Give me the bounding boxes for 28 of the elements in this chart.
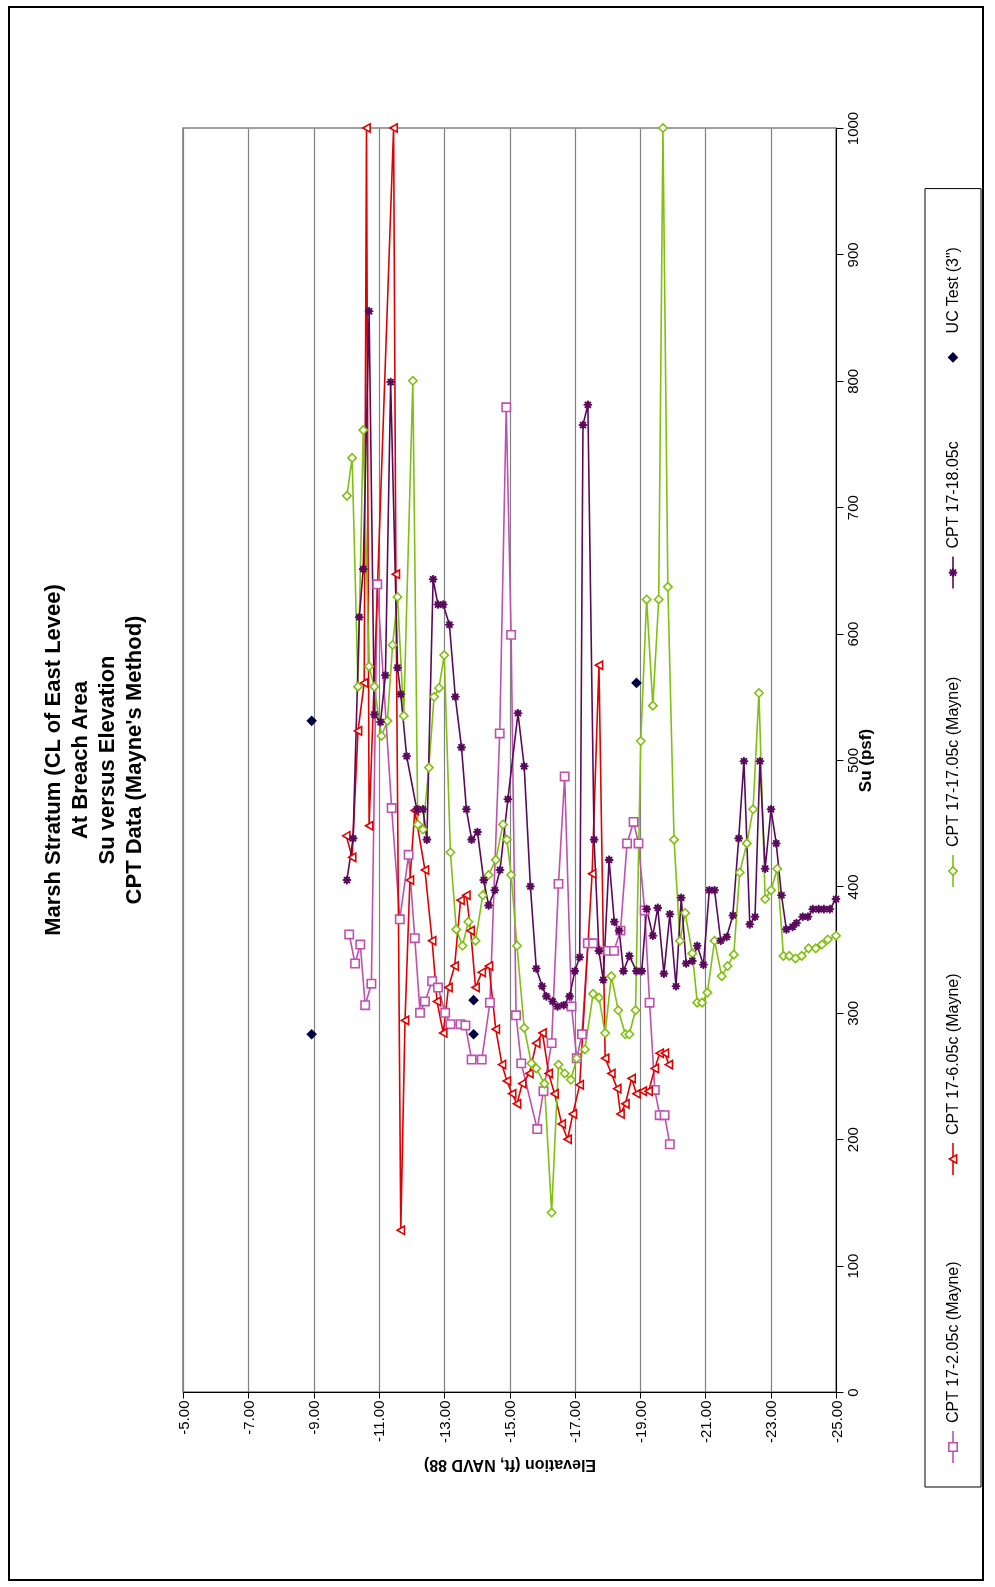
y-tick-label: 0	[843, 1388, 861, 1397]
x-tick-label: -25.00	[827, 1400, 845, 1444]
y-tick-label: 600	[843, 621, 861, 647]
y-tick-label: 400	[843, 874, 861, 900]
y-tick-label: 300	[843, 1000, 861, 1026]
x-axis-title: Elevation (ft, NAVD 88)	[423, 1457, 597, 1475]
x-tick-label: -11.00	[370, 1400, 388, 1442]
y-tick-label: 100	[843, 1253, 861, 1279]
y-tick-label: 1000	[843, 111, 861, 146]
y-tick-label: 200	[843, 1127, 861, 1153]
x-tick-label: -19.00	[631, 1400, 649, 1444]
text: CPT 17-18.05c	[944, 441, 961, 549]
x-tick-label: -23.00	[762, 1400, 780, 1444]
y-tick-label: 700	[843, 495, 861, 521]
x-tick-label: -17.00	[566, 1400, 584, 1444]
text: CPT 17-2.05c (Mayne)	[944, 1261, 961, 1423]
x-tick-label: -13.00	[435, 1400, 453, 1444]
x-tick-label: -9.00	[305, 1400, 323, 1435]
y-tick-label: 800	[843, 368, 861, 394]
text: CPT 17-6.05c (Mayne)	[944, 973, 961, 1135]
x-tick-label: -7.00	[239, 1400, 257, 1435]
text: UC Test (3")	[944, 247, 961, 334]
y-tick-label: 900	[843, 242, 861, 268]
text: Marsh Stratum (CL of East Levee) At Breach Area Su versus Elevation CPT Data (Mayne's Method)	[40, 584, 146, 936]
x-tick-label: -15.00	[501, 1400, 518, 1444]
x-tick-label: -5.00	[174, 1400, 192, 1435]
text: CPT 17-17.05c (Mayne)	[944, 676, 961, 847]
x-tick-label: -21.00	[696, 1400, 714, 1444]
